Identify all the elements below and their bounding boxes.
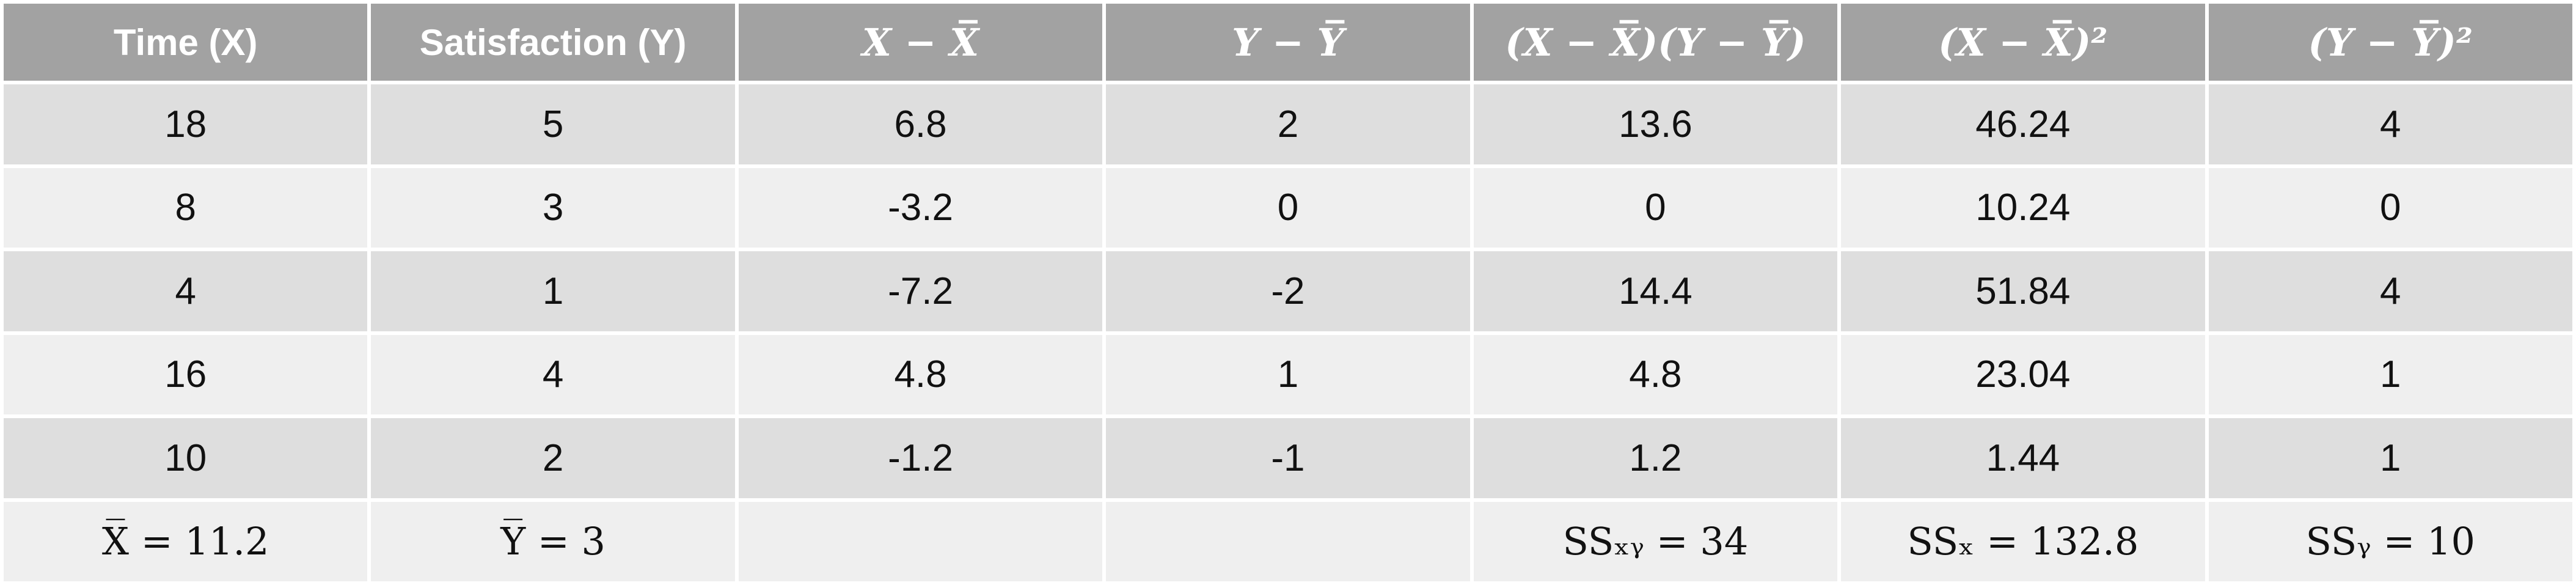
header-x-deviation-squared: (X − X̅)²: [1841, 4, 2205, 81]
cell-y-deviation: 0: [1106, 167, 1470, 248]
cell-satisfaction: 1: [371, 251, 735, 331]
cell-x-deviation-squared: 46.24: [1841, 84, 2205, 164]
cell-y-deviation: 2: [1106, 84, 1470, 164]
cell-y-deviation-squared: 1: [2208, 334, 2572, 414]
table-row: 4 1 -7.2 -2 14.4 51.84 4: [4, 251, 2572, 331]
header-row: Time (X) Satisfaction (Y) X − X̅ Y − Y̅ …: [4, 4, 2572, 81]
mean-y-cell: Y̅ = 3: [371, 501, 735, 581]
cell-x-deviation: -3.2: [738, 167, 1103, 248]
cell-time: 10: [4, 418, 368, 498]
cell-deviation-product: 1.2: [1473, 418, 1838, 498]
header-deviation-product: (X − X̅)(Y − Y̅): [1473, 4, 1838, 81]
cell-y-deviation: -2: [1106, 251, 1470, 331]
header-satisfaction-y: Satisfaction (Y): [371, 4, 735, 81]
summary-empty-cell: [1106, 501, 1470, 581]
cell-x-deviation: -7.2: [738, 251, 1103, 331]
cell-y-deviation-squared: 4: [2208, 251, 2572, 331]
cell-time: 8: [4, 167, 368, 248]
table-row: 10 2 -1.2 -1 1.2 1.44 1: [4, 418, 2572, 498]
cell-time: 18: [4, 84, 368, 164]
cell-satisfaction: 4: [371, 334, 735, 414]
header-x-deviation: X − X̅: [738, 4, 1103, 81]
cell-x-deviation: 6.8: [738, 84, 1103, 164]
cell-deviation-product: 4.8: [1473, 334, 1838, 414]
cell-y-deviation: -1: [1106, 418, 1470, 498]
cell-x-deviation-squared: 51.84: [1841, 251, 2205, 331]
cell-satisfaction: 2: [371, 418, 735, 498]
ss-xy-cell: SSₓᵧ = 34: [1473, 501, 1838, 581]
cell-satisfaction: 3: [371, 167, 735, 248]
cell-x-deviation: 4.8: [738, 334, 1103, 414]
cell-time: 16: [4, 334, 368, 414]
cell-x-deviation-squared: 23.04: [1841, 334, 2205, 414]
table-row: 16 4 4.8 1 4.8 23.04 1: [4, 334, 2572, 414]
cell-deviation-product: 14.4: [1473, 251, 1838, 331]
summary-row: X̅ = 11.2 Y̅ = 3 SSₓᵧ = 34 SSₓ = 132.8 S…: [4, 501, 2572, 581]
summary-empty-cell: [738, 501, 1103, 581]
cell-deviation-product: 0: [1473, 167, 1838, 248]
header-y-deviation: Y − Y̅: [1106, 4, 1470, 81]
cell-y-deviation-squared: 4: [2208, 84, 2572, 164]
table-row: 8 3 -3.2 0 0 10.24 0: [4, 167, 2572, 248]
ss-x-cell: SSₓ = 132.8: [1841, 501, 2205, 581]
cell-y-deviation-squared: 0: [2208, 167, 2572, 248]
header-y-deviation-squared: (Y − Y̅)²: [2208, 4, 2572, 81]
ss-y-cell: SSᵧ = 10: [2208, 501, 2572, 581]
cell-deviation-product: 13.6: [1473, 84, 1838, 164]
cell-y-deviation: 1: [1106, 334, 1470, 414]
cell-x-deviation-squared: 10.24: [1841, 167, 2205, 248]
header-time-x: Time (X): [4, 4, 368, 81]
cell-x-deviation-squared: 1.44: [1841, 418, 2205, 498]
cell-y-deviation-squared: 1: [2208, 418, 2572, 498]
cell-x-deviation: -1.2: [738, 418, 1103, 498]
cell-satisfaction: 5: [371, 84, 735, 164]
cell-time: 4: [4, 251, 368, 331]
mean-x-cell: X̅ = 11.2: [4, 501, 368, 581]
table-row: 18 5 6.8 2 13.6 46.24 4: [4, 84, 2572, 164]
